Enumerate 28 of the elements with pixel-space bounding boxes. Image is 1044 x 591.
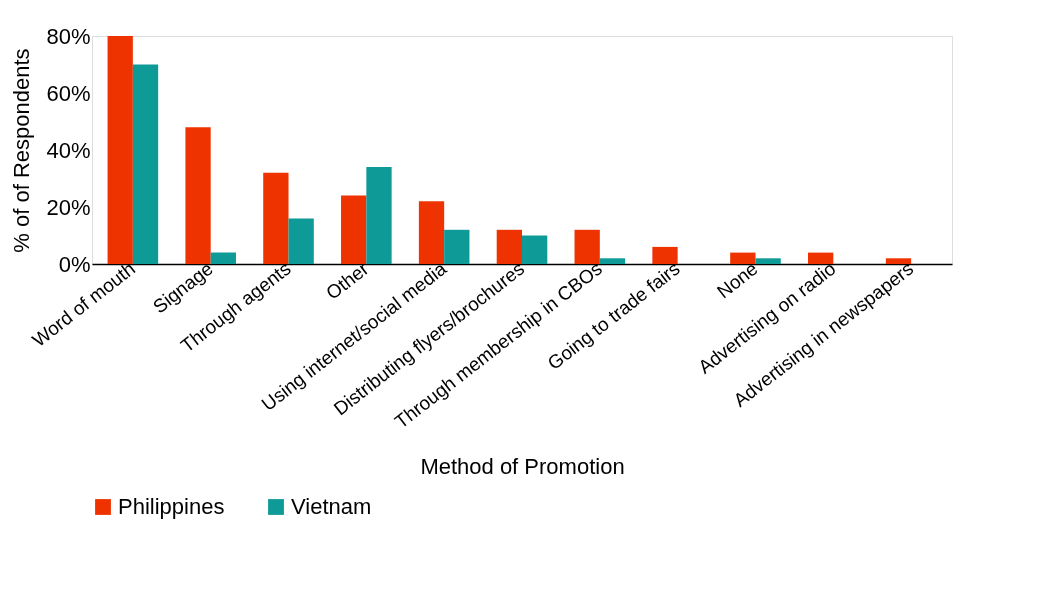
y-axis-title: % of of Respondents [9, 48, 35, 253]
bar [522, 235, 548, 264]
bar [730, 252, 756, 264]
bar [210, 252, 236, 264]
bar [107, 36, 133, 264]
bar [599, 258, 626, 264]
bar [366, 167, 392, 264]
y-tick-label: 0% [58, 251, 91, 277]
bar [755, 258, 781, 264]
y-tick-label: 40% [46, 137, 91, 163]
x-axis-title: Method of Promotion [420, 454, 625, 480]
bar [652, 246, 678, 264]
bar [574, 229, 600, 264]
bar [288, 218, 314, 264]
bar [341, 195, 367, 264]
y-tick-label: 20% [46, 194, 91, 220]
legend-label: Vietnam [291, 494, 372, 519]
bar [496, 229, 522, 264]
bar [418, 201, 445, 264]
y-tick-label: 60% [46, 80, 91, 106]
y-tick-label: 80% [46, 23, 91, 49]
legend-label: Philippines [118, 494, 225, 519]
bar [185, 127, 211, 264]
bar [263, 172, 289, 264]
bar [885, 258, 912, 264]
bar [808, 252, 834, 264]
bar [444, 229, 470, 264]
bar [132, 64, 159, 264]
